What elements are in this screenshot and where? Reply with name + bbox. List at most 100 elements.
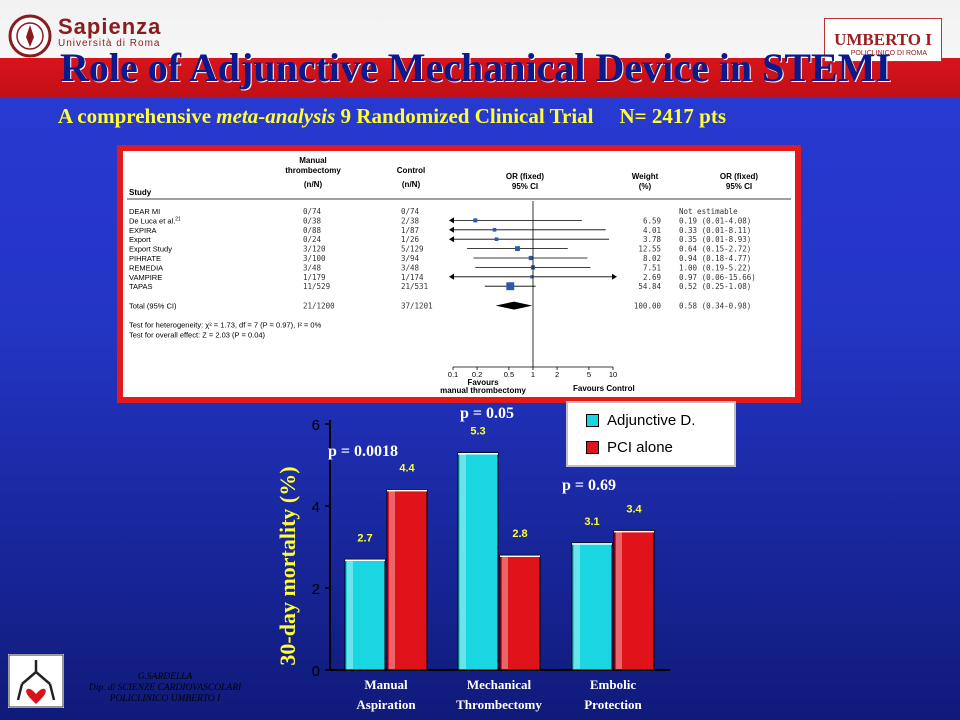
study-point	[530, 275, 534, 279]
y-tick-label: 0	[312, 663, 320, 680]
study-name: Export	[129, 235, 152, 244]
header-red-stripe	[0, 58, 960, 98]
forest-tick-label: 5	[587, 370, 591, 379]
forest-tick-label: 0.1	[448, 370, 458, 379]
bar-value-label: 3.1	[584, 516, 599, 528]
col-or2-ci: 95% CI	[726, 182, 752, 191]
forest-tick-label: 10	[609, 370, 617, 379]
col-study-header: Study	[129, 188, 152, 197]
university-wordmark: Sapienza Università di Roma	[58, 14, 161, 49]
favours-left-2: manual thrombectomy	[440, 386, 526, 395]
study-point	[492, 227, 497, 232]
sapienza-seal-logo	[8, 14, 52, 58]
study-name: De Luca et al.21	[129, 216, 181, 225]
legend-swatch-adjunctive	[586, 414, 599, 427]
study-or: 0.64 (0.15-2.72)	[679, 245, 751, 254]
study-ci-arrow-right	[612, 273, 617, 280]
favours-left: Favours	[467, 378, 499, 387]
favours-right: Favours Control	[573, 384, 635, 393]
hospital-logo-text: UMBERTO I	[834, 30, 932, 49]
study-weight: 54.84	[638, 282, 661, 291]
category-label: Embolic	[590, 677, 636, 692]
study-name: Export Study	[129, 245, 172, 254]
study-manual: 0/38	[303, 216, 322, 225]
study-or: 1.00 (0.19-5.22)	[679, 263, 751, 272]
university-subname: Università di Roma	[58, 38, 161, 49]
category-label: Mechanical	[467, 677, 532, 692]
study-or: 0.52 (0.25-1.08)	[679, 282, 751, 291]
credits-department: Dip. di SCIENZE CARDIOVASCOLARI	[88, 683, 242, 693]
study-name: VAMPIRE	[129, 273, 162, 282]
category-label: Aspiration	[356, 697, 416, 712]
study-control: 1/26	[401, 235, 420, 244]
hospital-logo: UMBERTO I POLICLINICO DI ROMA	[824, 18, 942, 62]
subtitle-italic: meta-analysis	[216, 104, 336, 128]
study-point	[494, 237, 499, 241]
study-point	[506, 282, 515, 291]
university-name: Sapienza	[58, 14, 162, 39]
p-value-label: p = 0.05	[460, 405, 514, 422]
col-weight-header: Weight	[632, 172, 659, 181]
subtitle-part2: 9 Randomized Clinical Trial	[335, 104, 594, 128]
p-value-label: p = 0.69	[562, 477, 616, 494]
forest-tick-label: 0.5	[504, 370, 514, 379]
legend-label-pci: PCI alone	[607, 439, 673, 456]
study-manual: 3/48	[303, 263, 322, 272]
department-heart-logo	[8, 654, 64, 708]
legend-swatch-pci	[586, 441, 599, 454]
study-control: 3/94	[401, 254, 420, 263]
bar-value-label: 3.4	[626, 504, 642, 516]
bar-adjunctive	[571, 542, 613, 671]
col-or-ci: 95% CI	[512, 182, 538, 191]
study-control: 5/129	[401, 245, 424, 254]
study-or: Not estimable	[679, 207, 738, 216]
study-ci-arrow-left	[449, 236, 454, 243]
study-name: EXPIRA	[129, 226, 157, 235]
col-or-header: OR (fixed)	[506, 172, 545, 181]
y-tick-label: 6	[312, 417, 320, 434]
subtitle-n: N= 2417 pts	[619, 104, 726, 128]
col-control-header: Control	[397, 166, 425, 175]
study-weight: 6.59	[643, 216, 661, 225]
col-or2-header: OR (fixed)	[720, 172, 759, 181]
total-name: Total (95% CI)	[129, 302, 177, 311]
study-point	[473, 218, 478, 223]
study-manual: 1/179	[303, 273, 326, 282]
chart-legend: Adjunctive D. PCI alone	[566, 401, 736, 467]
study-control: 2/38	[401, 216, 420, 225]
forest-plot-panel: Manual thrombectomy (n/N) Control (n/N) OR (f…	[117, 145, 801, 403]
bar-highlight	[460, 453, 466, 669]
study-manual: 0/88	[303, 226, 322, 235]
study-control: 1/174	[401, 273, 424, 282]
bar-pci-alone	[499, 554, 541, 671]
study-weight: 7.51	[643, 263, 661, 272]
bar-pci-alone	[613, 530, 655, 671]
category-label: Thrombectomy	[456, 697, 542, 712]
overall-effect-test: Test for overall effect: Z = 2.03 (P = 0…	[129, 331, 266, 340]
study-or: 0.35 (0.01-8.93)	[679, 235, 751, 244]
bar-value-label: 2.7	[357, 532, 372, 544]
legend-item-pci: PCI alone	[586, 439, 673, 456]
study-weight: 12.55	[638, 245, 661, 254]
study-weight: 8.02	[643, 254, 661, 263]
study-manual: 0/24	[303, 235, 322, 244]
bar-value-label: 2.8	[512, 528, 527, 540]
total-manual: 21/1200	[303, 302, 335, 311]
study-control: 0/74	[401, 207, 420, 216]
forest-tick-label: 0.2	[472, 370, 482, 379]
y-tick-label: 2	[312, 581, 320, 598]
bar-value-label: 5.3	[470, 426, 485, 438]
total-diamond	[495, 301, 533, 310]
study-manual: 11/529	[303, 282, 330, 291]
col-control-nn: (n/N)	[402, 180, 421, 189]
subtitle-part1: A comprehensive	[58, 104, 217, 128]
study-control: 1/87	[401, 226, 419, 235]
col-weight-pct: (%)	[639, 182, 652, 191]
y-tick-label: 4	[312, 499, 320, 516]
study-ci-arrow-left	[449, 273, 454, 280]
study-or: 0.97 (0.06-15.66)	[679, 273, 756, 282]
study-point	[515, 246, 520, 252]
study-manual: 3/100	[303, 254, 326, 263]
